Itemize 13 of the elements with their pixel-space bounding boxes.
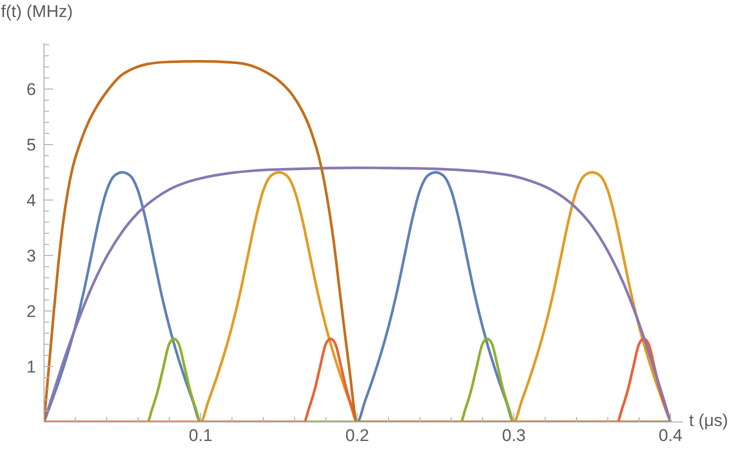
y-tick-label: 1 [26,357,36,376]
line-series [44,60,672,422]
y-tick-label: 5 [26,136,36,154]
y-tick-label: 2 [26,302,36,321]
y-tick-label: 4 [26,190,36,210]
y-tick-label: 6 [26,80,36,100]
x-tick-label: 0.1 [188,426,212,445]
x-tick-label: 0.4 [658,426,682,445]
y-axis-title: f(t) (MHz) [1,1,73,23]
x-axis-title: t (μs) [689,410,728,432]
x-tick-label: 0.3 [502,426,526,445]
x-tick-label: 0.2 [345,426,370,445]
y-tick-label: 3 [26,246,36,266]
